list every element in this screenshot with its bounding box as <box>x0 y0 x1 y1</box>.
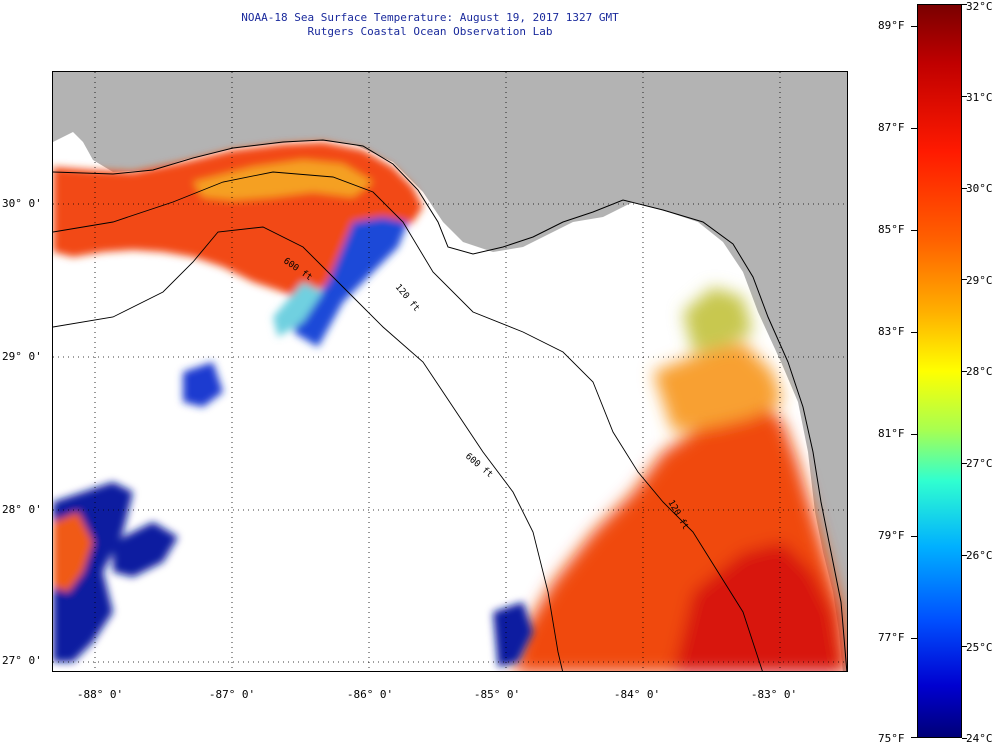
celsius-label: 29°C <box>966 274 993 287</box>
latitude-label: 29° 0' <box>2 350 42 363</box>
longitude-label: -87° 0' <box>208 688 256 701</box>
longitude-label: -88° 0' <box>76 688 124 701</box>
fahrenheit-label: 75°F <box>878 732 905 745</box>
longitude-label: -83° 0' <box>750 688 798 701</box>
celsius-tick <box>962 371 967 372</box>
fahrenheit-label: 85°F <box>878 223 905 236</box>
celsius-tick <box>962 279 967 281</box>
chart-title: NOAA-18 Sea Surface Temperature: August … <box>241 11 619 24</box>
latitude-label: 27° 0' <box>2 654 42 667</box>
latitude-label: 30° 0' <box>2 197 42 210</box>
cold-fragment-south <box>493 602 533 667</box>
celsius-tick <box>962 462 967 464</box>
land-mass <box>53 72 847 671</box>
fahrenheit-tick <box>911 332 917 333</box>
graticule <box>53 72 847 671</box>
orange-patch <box>193 160 373 200</box>
temperature-colorbar <box>917 4 962 738</box>
longitude-label: -85° 0' <box>473 688 521 701</box>
celsius-label: 30°C <box>966 182 993 195</box>
celsius-label: 31°C <box>966 91 993 104</box>
chart-subtitle: Rutgers Coastal Ocean Observation Lab <box>307 25 553 38</box>
hot-water <box>673 542 843 671</box>
celsius-tick <box>962 187 967 189</box>
contour-600ft <box>53 226 563 671</box>
fahrenheit-tick <box>911 536 917 537</box>
warm-patch-southwest <box>53 512 93 592</box>
celsius-label: 27°C <box>966 457 993 470</box>
fahrenheit-label: 83°F <box>878 325 905 338</box>
fahrenheit-label: 77°F <box>878 631 905 644</box>
cold-upwelling <box>293 217 408 347</box>
celsius-label: 25°C <box>966 641 993 654</box>
fahrenheit-tick <box>911 230 917 231</box>
map-canvas: 600 ft 120 ft 600 ft 120 ft <box>53 72 847 671</box>
fahrenheit-label: 81°F <box>878 427 905 440</box>
cold-fragment <box>113 522 178 577</box>
celsius-label: 32°C <box>966 0 993 13</box>
celsius-label: 26°C <box>966 549 993 562</box>
fahrenheit-tick <box>911 737 917 738</box>
celsius-tick <box>962 646 967 648</box>
coastal-green <box>683 287 753 352</box>
longitude-label: -84° 0' <box>613 688 661 701</box>
sea-surface-temperature-map: 600 ft 120 ft 600 ft 120 ft <box>52 71 848 672</box>
fahrenheit-label: 89°F <box>878 19 905 32</box>
coastline <box>53 139 847 671</box>
fahrenheit-tick <box>911 638 917 639</box>
celsius-label: 28°C <box>966 365 993 378</box>
celsius-label: 24°C <box>966 732 993 745</box>
fahrenheit-label: 87°F <box>878 121 905 134</box>
cold-fragment-mid <box>183 362 223 407</box>
fahrenheit-label: 79°F <box>878 529 905 542</box>
fahrenheit-tick <box>911 128 917 129</box>
contour-120ft <box>53 171 763 671</box>
celsius-tick <box>962 95 967 97</box>
fahrenheit-tick <box>911 434 917 435</box>
latitude-label: 28° 0' <box>2 503 42 516</box>
celsius-tick <box>962 4 967 5</box>
celsius-tick <box>962 738 967 739</box>
fahrenheit-tick <box>911 26 917 27</box>
celsius-tick <box>962 554 967 556</box>
coastal-orange <box>653 342 783 432</box>
cool-edge <box>273 282 323 337</box>
longitude-label: -86° 0' <box>346 688 394 701</box>
